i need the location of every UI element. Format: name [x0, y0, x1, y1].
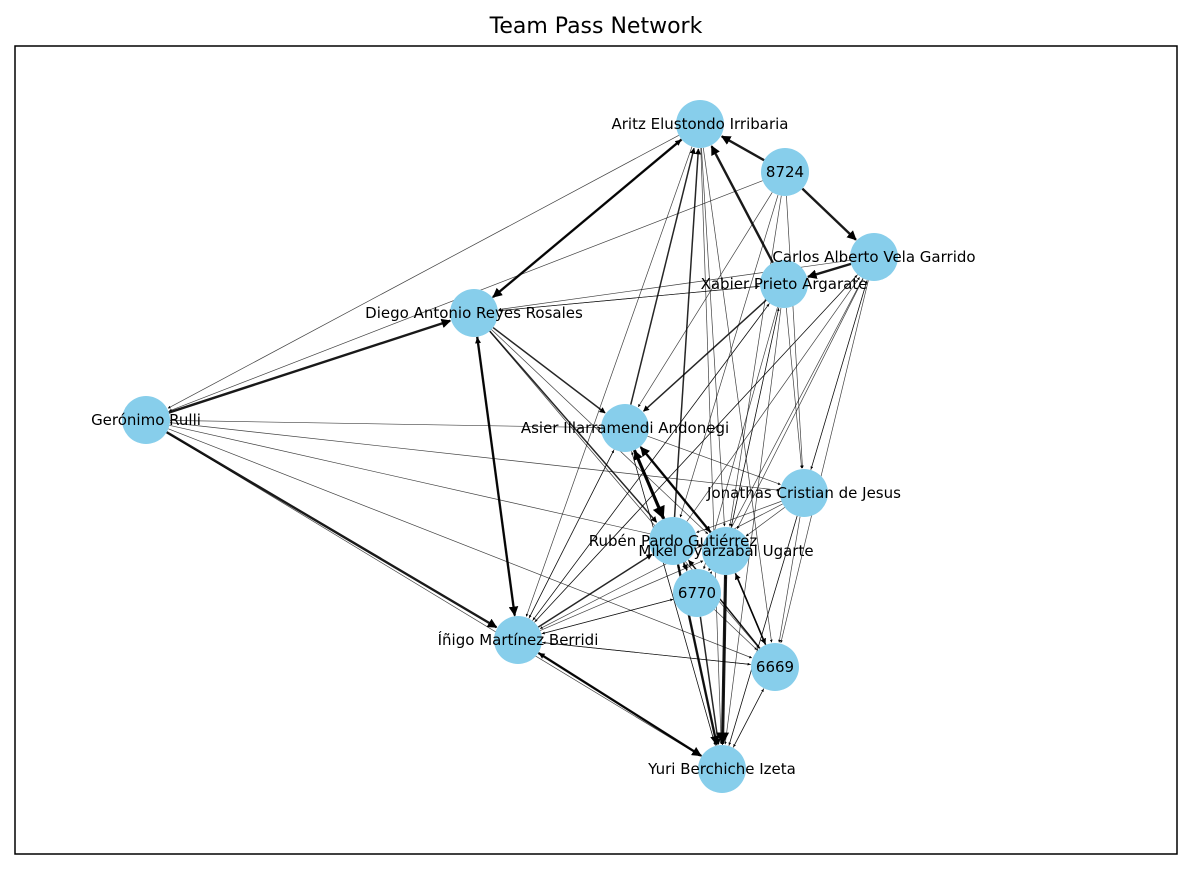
node-aritz	[676, 100, 724, 148]
edge-aritz-to-inigo	[525, 146, 693, 617]
edge-n8724-to-mikel	[728, 195, 782, 527]
edge-inigo-to-mikel	[539, 560, 704, 631]
edge-jonathas-to-mikel	[745, 507, 785, 537]
edge-n6770-to-n6669	[714, 609, 758, 651]
edge-jonathas-to-ruben	[696, 500, 782, 533]
node-label-n8724: 8724	[766, 163, 804, 181]
edge-diego-to-mikel	[491, 329, 709, 535]
edge-asier-to-aritz	[630, 147, 696, 405]
edge-n6770-to-mikel	[709, 571, 713, 575]
node-label-diego: Diego Antonio Reyes Rosales	[365, 304, 583, 322]
edge-aritz-to-geronimo	[167, 135, 679, 409]
edge-ruben-to-carlos	[686, 277, 860, 522]
edge-n8724-to-ruben	[679, 194, 779, 518]
edge-n8724-to-asier	[637, 192, 773, 408]
edge-yuri-to-asier	[631, 451, 716, 747]
edge-n6669-to-yuri	[733, 688, 765, 748]
edge-mikel-to-n6669	[734, 572, 766, 645]
nodes-layer	[122, 100, 898, 793]
edge-n6770-to-ruben	[683, 563, 688, 572]
edge-inigo-to-diego	[475, 337, 516, 617]
edge-geronimo-to-mikel	[169, 424, 702, 547]
node-label-carlos: Carlos Alberto Vela Garrido	[772, 248, 975, 266]
node-label-n6770: 6770	[678, 584, 716, 602]
edge-aritz-to-mikel	[701, 147, 726, 527]
edge-diego-to-asier	[492, 326, 606, 414]
edge-aritz-to-yuri	[700, 147, 723, 745]
edge-inigo-to-ruben	[537, 553, 653, 628]
node-label-aritz: Aritz Elustondo Irribaria	[611, 115, 788, 133]
edge-xabier-to-n6770	[703, 307, 778, 570]
node-yuri	[698, 745, 746, 793]
edge-carlos-to-n6770	[708, 278, 864, 572]
edge-yuri-to-mikel	[722, 575, 727, 746]
edge-n6669-to-inigo	[542, 641, 752, 665]
node-label-mikel: Mikel Oyarzabal Ugarte	[638, 542, 813, 560]
node-diego	[450, 289, 498, 337]
edge-jonathas-to-n6669	[778, 516, 801, 643]
node-asier	[601, 404, 649, 452]
edge-diego-to-xabier	[497, 285, 760, 312]
edge-aritz-to-n6669	[702, 147, 773, 643]
node-label-n6669: 6669	[756, 658, 794, 676]
edge-geronimo-to-yuri	[166, 432, 701, 757]
edge-geronimo-to-jonathas	[169, 422, 780, 492]
node-n8724	[761, 148, 809, 196]
edge-geronimo-to-inigo	[166, 431, 498, 629]
edge-n8724-to-carlos	[801, 187, 857, 241]
edge-carlos-to-xabier	[807, 262, 852, 279]
edge-inigo-to-n6770	[541, 598, 674, 635]
edges-layer	[166, 135, 869, 757]
edge-inigo-to-xabier	[532, 303, 770, 621]
edge-jonathas-to-inigo	[539, 503, 783, 629]
plot-frame	[14, 45, 1178, 855]
node-n6770	[673, 569, 721, 617]
edge-carlos-to-n6669	[780, 280, 869, 643]
edge-diego-to-ruben	[489, 330, 658, 523]
edge-inigo-to-asier	[528, 450, 615, 619]
node-label-xabier: Xabier Prieto Argarate	[701, 275, 868, 293]
node-label-jonathas: Jonathas Cristian de Jesus	[706, 484, 901, 502]
node-label-yuri: Yuri Berchiche Izeta	[647, 760, 796, 778]
edge-xabier-to-aritz	[710, 145, 774, 264]
edge-diego-to-aritz	[491, 139, 682, 299]
node-geronimo	[122, 396, 170, 444]
edge-n8724-to-aritz	[720, 135, 765, 162]
node-label-geronimo: Gerónimo Rulli	[91, 411, 201, 429]
node-label-asier: Asier Illarramendi Andonegi	[521, 419, 729, 437]
edge-n6770-to-yuri	[699, 616, 721, 745]
node-inigo	[494, 616, 542, 664]
edge-geronimo-to-diego	[168, 318, 452, 414]
edge-mikel-to-xabier	[730, 308, 780, 528]
node-ruben	[649, 517, 697, 565]
labels-layer: Aritz Elustondo Irribaria 8724 Carlos Albe…	[91, 115, 976, 778]
node-xabier	[760, 260, 808, 308]
edge-asier-to-jonathas	[647, 435, 781, 485]
edge-xabier-to-yuri	[724, 307, 782, 745]
node-mikel	[702, 527, 750, 575]
edge-xabier-to-jonathas	[785, 307, 803, 469]
edge-geronimo-to-n6669	[168, 428, 752, 659]
edge-xabier-to-asier	[643, 299, 767, 412]
edge-inigo-to-carlos	[534, 275, 858, 623]
edge-yuri-to-inigo	[538, 652, 703, 757]
edge-geronimo-to-asier	[169, 420, 601, 429]
node-jonathas	[780, 469, 828, 517]
node-n6669	[751, 643, 799, 691]
node-label-inigo: Íñigo Martínez Berridi	[438, 630, 599, 649]
edge-ruben-to-aritz	[673, 148, 702, 518]
edge-mikel-to-ruben	[697, 544, 703, 548]
edge-n8724-to-jonathas	[786, 195, 804, 469]
chart-title: Team Pass Network	[489, 14, 703, 39]
node-label-ruben: Rubén Pardo Gutiérrez	[589, 532, 758, 550]
node-carlos	[850, 233, 898, 281]
